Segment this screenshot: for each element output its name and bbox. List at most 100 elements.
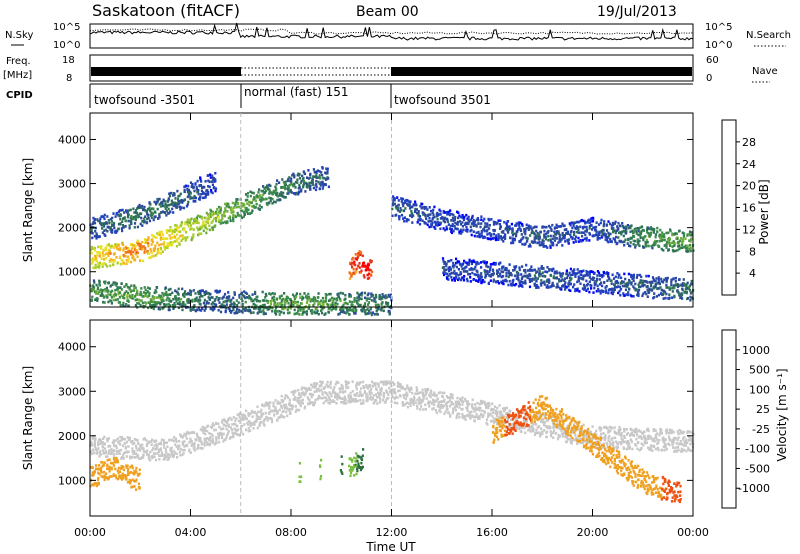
heatmap-cell	[105, 295, 108, 299]
heatmap-cell	[174, 201, 177, 205]
heatmap-cell	[579, 270, 582, 273]
heatmap-cell	[441, 257, 445, 260]
heatmap-cell	[132, 216, 135, 219]
heatmap-cell	[555, 223, 558, 227]
heatmap-cell	[186, 187, 189, 191]
heatmap-cell	[511, 229, 514, 233]
heatmap-cell	[215, 212, 218, 215]
heatmap-cell	[379, 297, 382, 301]
heatmap-cell	[321, 380, 324, 384]
heatmap-cell	[288, 176, 291, 179]
heatmap-cell	[302, 296, 305, 300]
heatmap-cell	[637, 233, 640, 237]
heatmap-cell	[642, 292, 645, 296]
heatmap-cell	[205, 301, 208, 305]
heatmap-cell	[177, 199, 180, 203]
heatmap-cell	[199, 176, 202, 179]
heatmap-cell	[369, 259, 372, 262]
heatmap-cell	[229, 416, 232, 420]
heatmap-cell	[200, 180, 203, 183]
heatmap-cell	[223, 292, 227, 296]
heatmap-cell	[94, 263, 97, 267]
heatmap-cell	[386, 303, 389, 307]
heatmap-cell	[636, 273, 639, 277]
heatmap-cell	[104, 222, 107, 226]
heatmap-cell	[271, 202, 274, 205]
heatmap-cell	[206, 221, 209, 225]
heatmap-cell	[111, 228, 114, 232]
heatmap-cell	[182, 199, 185, 203]
heatmap-cell	[657, 293, 660, 297]
heatmap-cell	[371, 397, 375, 400]
heatmap-cell	[259, 410, 262, 414]
heatmap-cell	[463, 267, 466, 270]
heatmap-cell	[452, 229, 455, 233]
heatmap-cell	[236, 304, 239, 307]
heatmap-cell	[508, 271, 511, 275]
heatmap-cell	[119, 222, 122, 225]
heatmap-cell	[90, 450, 93, 453]
heatmap-cell	[681, 282, 685, 285]
heatmap-cell	[177, 230, 180, 233]
heatmap-cell	[159, 302, 162, 306]
heatmap-cell	[468, 220, 471, 223]
heatmap-cell	[472, 223, 475, 226]
heatmap-cell	[248, 308, 251, 312]
heatmap-cell	[374, 300, 377, 303]
heatmap-cell	[245, 296, 249, 299]
heatmap-cell	[181, 235, 184, 239]
heatmap-cell	[621, 240, 624, 244]
heatmap-cell	[462, 270, 465, 273]
heatmap-cell	[205, 220, 208, 223]
heatmap-cell	[136, 293, 139, 296]
heatmap-cell	[628, 244, 631, 247]
heatmap-cell	[553, 239, 557, 242]
heatmap-cell	[104, 289, 107, 293]
heatmap-cell	[143, 437, 146, 440]
heatmap-cell	[395, 213, 398, 217]
heatmap-cell	[339, 291, 342, 295]
heatmap-cell	[157, 296, 160, 299]
heatmap-cell	[262, 198, 265, 201]
heatmap-cell	[134, 218, 137, 222]
heatmap-cell	[186, 430, 189, 434]
heatmap-cell	[252, 311, 255, 314]
heatmap-cell	[217, 205, 221, 209]
heatmap-cell	[310, 392, 313, 396]
heatmap-cell	[348, 271, 351, 274]
heatmap-cell	[551, 283, 554, 287]
heatmap-cell	[393, 397, 396, 400]
heatmap-cell	[195, 186, 198, 189]
heatmap-cell	[342, 400, 345, 404]
heatmap-cell	[297, 309, 300, 313]
heatmap-cell	[602, 224, 605, 228]
heatmap-cell	[588, 225, 591, 228]
heatmap-cell	[505, 268, 508, 272]
heatmap-cell	[166, 229, 169, 232]
heatmap-cell	[227, 299, 231, 302]
heatmap-cell	[98, 264, 101, 267]
heatmap-cell	[686, 281, 689, 285]
heatmap-cell	[544, 232, 547, 236]
heatmap-cell	[313, 401, 316, 404]
heatmap-cell	[266, 403, 269, 407]
heatmap-cell	[166, 246, 169, 250]
heatmap-cell	[118, 209, 122, 212]
heatmap-cell	[658, 245, 661, 249]
heatmap-cell	[158, 230, 161, 234]
heatmap-cell	[205, 231, 208, 235]
heatmap-cell	[680, 294, 683, 298]
heatmap-cell	[122, 226, 125, 229]
heatmap-cell	[328, 398, 331, 401]
heatmap-cell	[457, 211, 460, 214]
heatmap-cell	[141, 224, 144, 227]
heatmap-cell	[569, 282, 572, 286]
heatmap-cell	[310, 383, 313, 387]
heatmap-cell	[664, 296, 667, 300]
heatmap-cell	[397, 385, 400, 388]
heatmap-cell	[605, 272, 608, 275]
heatmap-cell	[203, 440, 206, 443]
heatmap-cell	[313, 390, 316, 393]
heatmap-cell	[582, 219, 585, 223]
heatmap-cell	[274, 200, 277, 204]
